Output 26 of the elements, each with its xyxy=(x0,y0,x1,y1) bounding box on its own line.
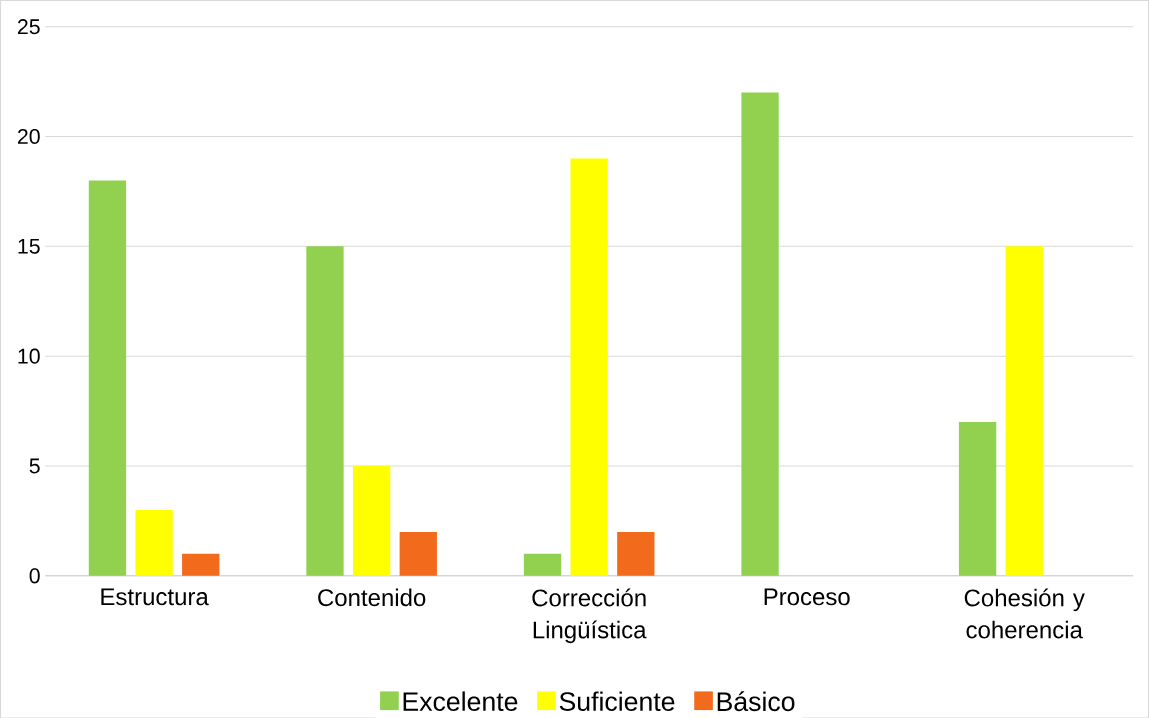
x-tick-label: Cohesión y coherencia xyxy=(964,588,1085,639)
bar xyxy=(135,509,173,576)
y-tick-label: 10 xyxy=(18,348,40,364)
legend-label: Excelente xyxy=(403,691,518,711)
bar xyxy=(306,246,344,576)
bar xyxy=(570,158,608,576)
x-tick-label: Contenido xyxy=(318,588,426,606)
y-tick-label: 20 xyxy=(17,128,40,144)
legend-label: Básico xyxy=(717,691,795,711)
bar xyxy=(399,531,437,576)
x-tick-label: Proceso xyxy=(764,588,850,606)
y-tick-label: 15 xyxy=(18,238,40,254)
bar xyxy=(88,180,127,576)
y-tick-label: 5 xyxy=(29,458,40,474)
y-tick-label: 25 xyxy=(17,18,40,34)
legend-label: Suficiente xyxy=(559,691,675,711)
bar xyxy=(741,92,779,576)
bar xyxy=(523,553,562,576)
x-tick-label: Estructura xyxy=(101,588,209,606)
bar xyxy=(617,531,655,576)
bar xyxy=(1005,246,1043,576)
y-tick-label: 0 xyxy=(29,568,40,584)
bar xyxy=(352,465,391,576)
bar xyxy=(182,553,220,576)
bar xyxy=(958,421,997,576)
x-tick-label: Corrección Lingüística xyxy=(532,588,647,643)
